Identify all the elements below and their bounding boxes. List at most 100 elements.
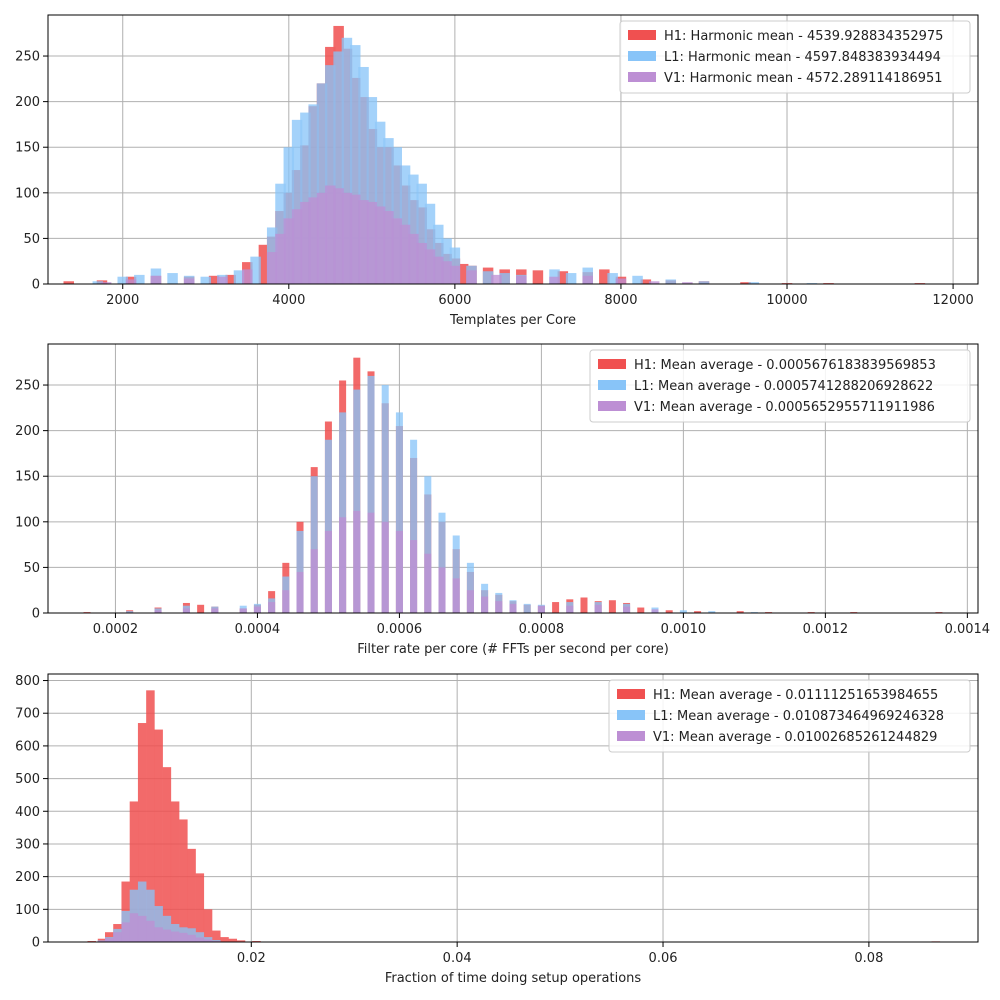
histogram-bar [481,596,489,613]
histogram-bar [308,104,319,285]
histogram-bar [275,233,286,284]
histogram-bar [179,932,188,942]
y-tick-label: 50 [23,561,40,576]
x-tick-label: 0.0012 [803,622,849,637]
x-tick-label: 0.0004 [235,622,281,637]
histogram-bar [740,282,751,284]
histogram-bar [580,597,588,613]
x-tick-label: 0.0002 [93,622,139,637]
y-tick-label: 250 [15,50,40,65]
legend-swatch [628,72,656,82]
histogram-bar [154,906,163,942]
histogram-bar [449,247,461,284]
y-tick-label: 150 [15,470,40,485]
histogram-bar [104,938,114,942]
histogram-bar [433,256,444,284]
histogram-bar [648,281,660,284]
y-tick-label: 100 [15,515,40,530]
histogram-bar [594,604,602,613]
y-tick-label: 100 [15,903,40,918]
histogram-bar [195,873,205,942]
histogram-bar [170,801,180,942]
histogram-bar [282,590,290,613]
histogram-bar [162,915,172,942]
histogram-bar [424,203,436,284]
histogram-bar [367,512,375,613]
x-tick-label: 0.0010 [661,622,707,637]
legend-swatch [617,710,645,720]
x-tick-label: 0.08 [854,951,883,966]
histogram-bar [146,920,155,942]
histogram-bar [449,265,461,284]
legend-entry: H1: Harmonic mean - 4539.928834352975 [664,29,943,44]
histogram-bar [665,610,673,613]
histogram-bar [566,605,574,613]
histogram-bar [358,66,369,284]
histogram-bar [466,590,474,613]
axes-frame [47,14,979,285]
legend-swatch [598,401,626,411]
x-tick-label: 0.04 [443,951,472,966]
y-tick-label: 200 [15,95,40,110]
histogram-bar [154,610,162,613]
y-tick-label: 800 [15,674,40,689]
legend-swatch [598,359,626,369]
axes-frame [47,673,979,943]
legend-entry: L1: Mean average - 0.010873464969246328 [653,709,944,724]
histogram-bar [748,282,760,284]
histogram-bar [117,276,128,284]
legend: H1: Mean average - 0.01111251653984655 L1… [608,679,971,753]
histogram-bar [608,600,616,613]
legend-swatch [628,51,656,61]
histogram-bar [557,271,569,284]
histogram-bar [383,211,394,284]
y-tick-label: 0 [32,607,40,622]
histogram-bar [228,938,238,942]
y-tick-label: 500 [15,772,40,787]
histogram-bar [129,913,139,942]
histogram-bar [537,605,545,613]
histogram-bar [325,65,336,284]
histogram-bar [212,930,221,942]
histogram-bar [92,281,104,284]
histogram-bar [170,931,180,942]
x-tick-label: 0.0008 [519,622,565,637]
histogram-bar [582,275,593,284]
histogram-bar [438,512,446,613]
histogram-bar [408,233,419,284]
histogram-bar [310,549,318,613]
histogram-bar [126,611,134,613]
y-tick-label: 200 [15,424,40,439]
histogram-bar [310,476,318,613]
y-tick-label: 700 [15,707,40,722]
x-axis-label: Filter rate per core (# FFTs per second … [357,642,669,657]
histogram-bar [607,273,618,284]
histogram-bar [457,263,469,284]
histogram-bar [150,275,162,284]
legend: H1: Mean average - 0.0005676183839569853… [589,349,971,423]
histogram-bar [195,937,205,942]
legend-entry: V1: Mean average - 0.01002685261244829 [653,730,937,745]
histogram-bar [183,278,195,284]
histogram-bar [63,281,75,284]
x-tick-label: 10000 [766,293,807,308]
histogram-bar [381,521,389,613]
histogram-bar [146,690,155,942]
x-tick-label: 6000 [438,293,471,308]
histogram-bar [482,271,494,284]
y-tick-label: 0 [32,936,40,951]
y-tick-label: 150 [15,141,40,156]
y-tick-label: 300 [15,837,40,852]
histogram-bar [665,279,677,284]
histogram-bar [268,602,276,613]
histogram-bar [291,209,303,284]
histogram-bar [599,269,610,284]
histogram-bar [694,611,702,613]
histogram-bar [416,183,427,284]
histogram-bar [283,147,295,284]
histogram-bar [637,607,645,613]
legend-entry: H1: Mean average - 0.0005676183839569853 [634,358,936,373]
histogram-bar [250,256,261,284]
histogram-bar [300,112,311,284]
histogram-bar [200,276,212,284]
